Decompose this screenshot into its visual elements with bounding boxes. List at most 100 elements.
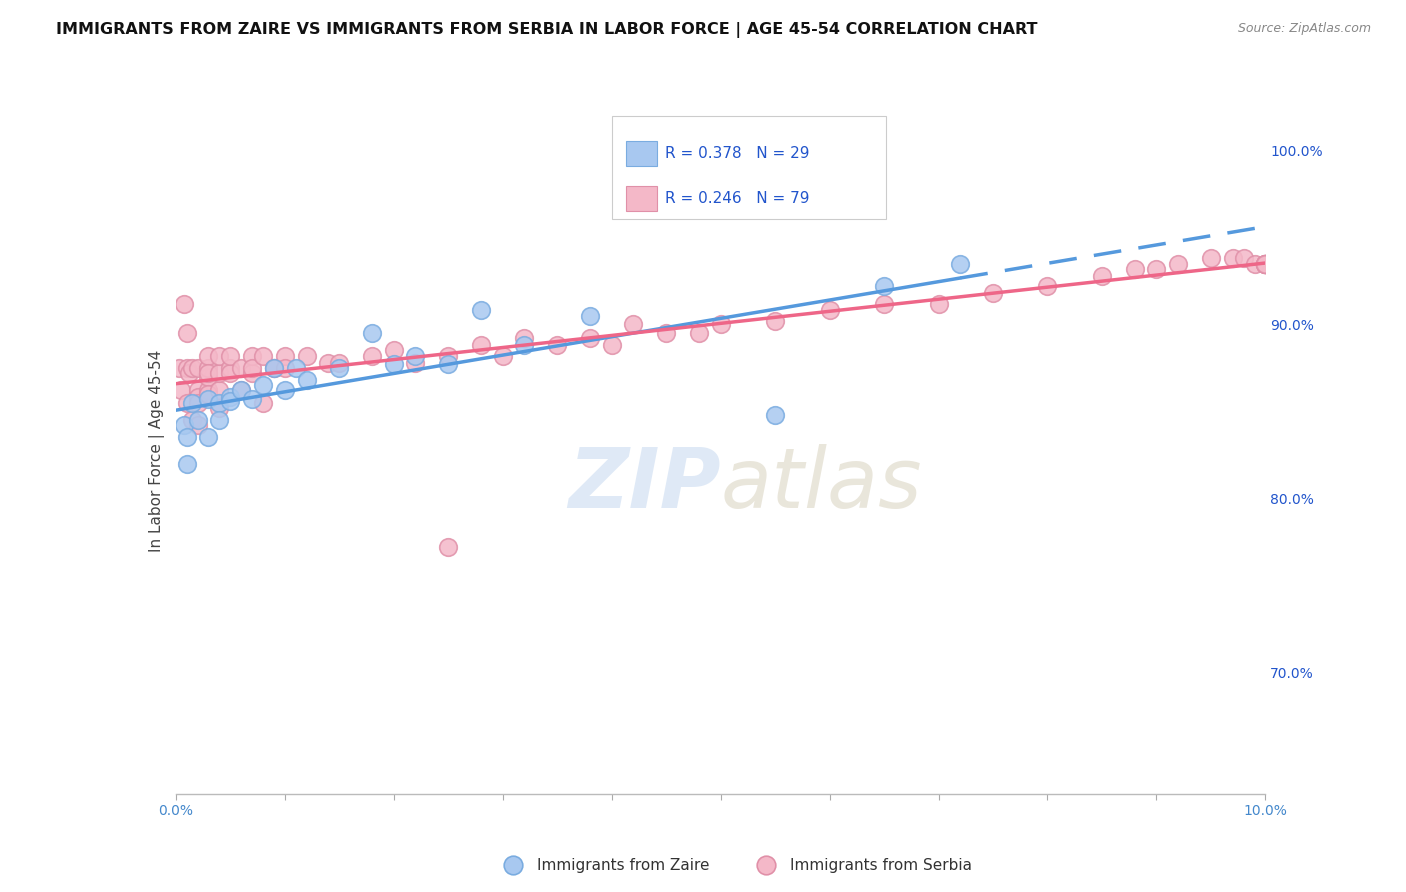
- Point: [274, 384, 297, 398]
- Point: [1254, 256, 1277, 270]
- Text: IMMIGRANTS FROM ZAIRE VS IMMIGRANTS FROM SERBIA IN LABOR FORCE | AGE 45-54 CORRE: IMMIGRANTS FROM ZAIRE VS IMMIGRANTS FROM…: [56, 22, 1038, 38]
- Point: [219, 349, 242, 363]
- Point: [208, 384, 231, 398]
- Point: [197, 369, 219, 384]
- Text: Source: ZipAtlas.com: Source: ZipAtlas.com: [1237, 22, 1371, 36]
- Point: [197, 392, 219, 406]
- Point: [240, 392, 263, 406]
- Point: [177, 366, 200, 380]
- Point: [186, 418, 209, 433]
- Point: [231, 360, 253, 375]
- Point: [1254, 256, 1277, 270]
- Point: [382, 343, 405, 358]
- Point: [873, 279, 896, 293]
- Point: [328, 360, 350, 375]
- Point: [274, 360, 297, 375]
- Point: [1254, 256, 1277, 270]
- Point: [181, 395, 204, 409]
- Point: [186, 391, 209, 405]
- Point: [176, 457, 198, 471]
- Point: [176, 430, 198, 444]
- Point: [405, 349, 427, 363]
- Point: [176, 395, 198, 409]
- Point: [176, 360, 198, 375]
- Point: [755, 858, 778, 872]
- Point: [579, 309, 602, 323]
- Point: [405, 356, 427, 370]
- Point: [1091, 268, 1114, 283]
- Text: ZIP: ZIP: [568, 444, 721, 525]
- Point: [928, 296, 950, 310]
- Point: [1254, 256, 1277, 270]
- Point: [197, 384, 219, 398]
- Point: [181, 413, 204, 427]
- Point: [231, 384, 253, 398]
- Point: [263, 360, 285, 375]
- Point: [219, 360, 242, 375]
- Point: [382, 358, 405, 372]
- Text: Immigrants from Zaire: Immigrants from Zaire: [537, 857, 710, 872]
- Point: [513, 331, 536, 345]
- Point: [360, 326, 382, 340]
- Text: atlas: atlas: [721, 444, 922, 525]
- Point: [173, 296, 195, 310]
- Point: [1232, 252, 1256, 266]
- Text: R = 0.246   N = 79: R = 0.246 N = 79: [665, 191, 810, 205]
- Point: [470, 303, 492, 318]
- Point: [274, 349, 297, 363]
- Point: [219, 391, 242, 405]
- Point: [263, 360, 285, 375]
- Point: [981, 286, 1004, 301]
- Point: [437, 358, 460, 372]
- Point: [1222, 252, 1244, 266]
- Point: [621, 318, 644, 332]
- Point: [219, 366, 242, 380]
- Point: [1036, 279, 1059, 293]
- Point: [763, 314, 786, 328]
- Point: [252, 395, 274, 409]
- Point: [186, 384, 209, 398]
- Point: [197, 349, 219, 363]
- Point: [1199, 252, 1222, 266]
- Point: [197, 387, 219, 401]
- Point: [1254, 256, 1277, 270]
- Point: [186, 395, 209, 409]
- Point: [600, 338, 623, 352]
- Point: [437, 349, 460, 363]
- Point: [173, 418, 195, 433]
- Point: [252, 378, 274, 392]
- Point: [1123, 261, 1146, 276]
- Point: [1167, 256, 1189, 270]
- Point: [208, 349, 231, 363]
- Point: [513, 338, 536, 352]
- Point: [579, 331, 602, 345]
- Point: [710, 318, 733, 332]
- Point: [328, 356, 350, 370]
- Point: [546, 338, 568, 352]
- Point: [295, 349, 318, 363]
- Point: [186, 360, 209, 375]
- Point: [470, 338, 492, 352]
- Point: [240, 349, 263, 363]
- Point: [208, 413, 231, 427]
- Point: [295, 373, 318, 387]
- Point: [1254, 256, 1277, 270]
- Point: [208, 395, 231, 409]
- Point: [949, 256, 972, 270]
- Point: [208, 401, 231, 415]
- Point: [284, 360, 307, 375]
- Point: [240, 360, 263, 375]
- Point: [197, 430, 219, 444]
- Point: [197, 360, 219, 375]
- Point: [1243, 256, 1265, 270]
- Point: [688, 326, 710, 340]
- Point: [655, 326, 678, 340]
- Point: [176, 326, 198, 340]
- Point: [1144, 261, 1167, 276]
- Point: [240, 366, 263, 380]
- Point: [1254, 256, 1277, 270]
- Point: [492, 349, 515, 363]
- Point: [360, 349, 382, 363]
- Point: [1254, 256, 1277, 270]
- Point: [186, 413, 209, 427]
